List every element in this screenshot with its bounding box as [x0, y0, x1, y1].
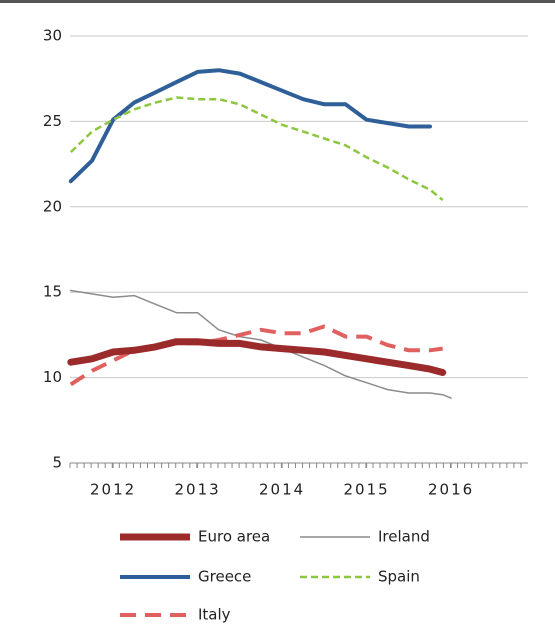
y-tick-label: 10: [43, 368, 62, 386]
x-tick-label: 2014: [259, 481, 305, 499]
legend-label: Euro area: [198, 528, 270, 546]
series-line: [68, 68, 432, 184]
x-tick-label: 2016: [428, 481, 474, 499]
legend-label: Greece: [198, 568, 251, 586]
y-tick-label: 5: [52, 454, 62, 472]
x-tick-label: 2013: [175, 481, 221, 499]
series-line: [69, 96, 444, 201]
top-border: [0, 0, 555, 3]
y-tick-label: 30: [43, 27, 62, 45]
y-tick-label: 15: [43, 283, 62, 301]
legend-label: Ireland: [378, 528, 430, 546]
x-tick-label: 2015: [344, 481, 390, 499]
x-tick-label: 2012: [90, 481, 136, 499]
y-tick-label: 20: [43, 197, 62, 215]
legend-label: Italy: [198, 606, 231, 624]
series-line: [69, 324, 443, 387]
series-line: [67, 338, 447, 376]
y-tick-label: 25: [43, 112, 62, 130]
legend-label: Spain: [378, 568, 420, 586]
